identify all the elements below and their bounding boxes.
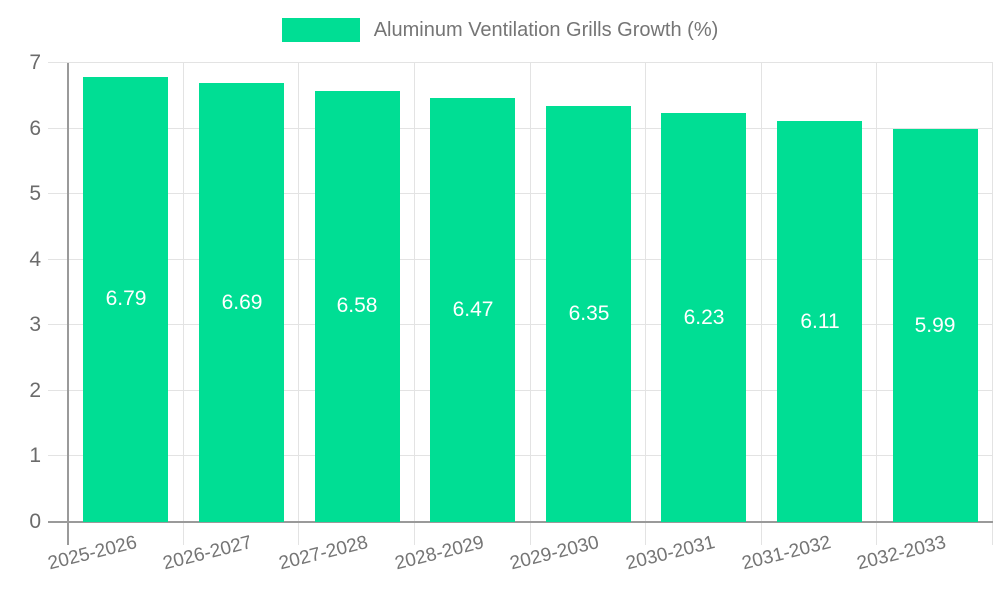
x-tick-mark <box>298 522 299 545</box>
bar[interactable] <box>83 77 168 522</box>
x-tick-mark <box>183 522 184 545</box>
y-tick-mark <box>48 455 68 456</box>
bar[interactable] <box>546 106 631 522</box>
y-tick-label: 3 <box>29 313 41 336</box>
y-tick-mark <box>48 259 68 260</box>
x-tick-mark <box>414 522 415 545</box>
y-tick-mark <box>48 193 68 194</box>
x-gridline <box>183 63 184 522</box>
y-tick-label: 5 <box>29 182 41 205</box>
bar[interactable] <box>315 91 400 522</box>
bar-value-label: 6.58 <box>336 294 378 317</box>
x-tick-mark <box>876 522 877 545</box>
y-tick-label: 1 <box>29 444 41 467</box>
legend-swatch <box>281 18 360 42</box>
bar-value-label: 6.47 <box>452 298 494 321</box>
x-axis-line <box>48 521 993 523</box>
legend-label: Aluminum Ventilation Grills Growth (%) <box>373 19 719 41</box>
y-tick-mark <box>48 62 68 63</box>
y-tick-label: 2 <box>29 379 41 402</box>
y-tick-label: 7 <box>29 51 41 74</box>
y-gridline <box>68 62 993 63</box>
y-tick-mark <box>48 390 68 391</box>
bar-value-label: 6.79 <box>105 287 147 310</box>
x-tick-mark <box>761 522 762 545</box>
y-tick-mark <box>48 128 68 129</box>
legend[interactable]: Aluminum Ventilation Grills Growth (%) <box>0 18 1000 42</box>
bar[interactable] <box>661 113 746 522</box>
x-gridline <box>414 63 415 522</box>
bar[interactable] <box>777 121 862 522</box>
x-gridline <box>645 63 646 522</box>
y-tick-label: 6 <box>29 117 41 140</box>
bar-value-label: 6.69 <box>221 291 263 314</box>
x-gridline <box>761 63 762 522</box>
bar-value-label: 6.35 <box>568 302 610 325</box>
x-gridline <box>992 63 993 522</box>
x-gridline <box>298 63 299 522</box>
x-tick-mark <box>645 522 646 545</box>
y-axis-line <box>67 63 69 545</box>
bar[interactable] <box>430 98 515 522</box>
bar-value-label: 6.11 <box>800 310 840 333</box>
bar-value-label: 6.23 <box>683 306 725 329</box>
x-gridline <box>530 63 531 522</box>
x-tick-mark <box>530 522 531 545</box>
x-tick-mark <box>992 522 993 545</box>
y-tick-label: 4 <box>29 248 41 271</box>
x-gridline <box>876 63 877 522</box>
bar[interactable] <box>893 129 978 522</box>
bar[interactable] <box>199 83 284 522</box>
y-tick-mark <box>48 324 68 325</box>
y-tick-label: 0 <box>29 510 41 533</box>
bar-value-label: 5.99 <box>914 314 956 337</box>
